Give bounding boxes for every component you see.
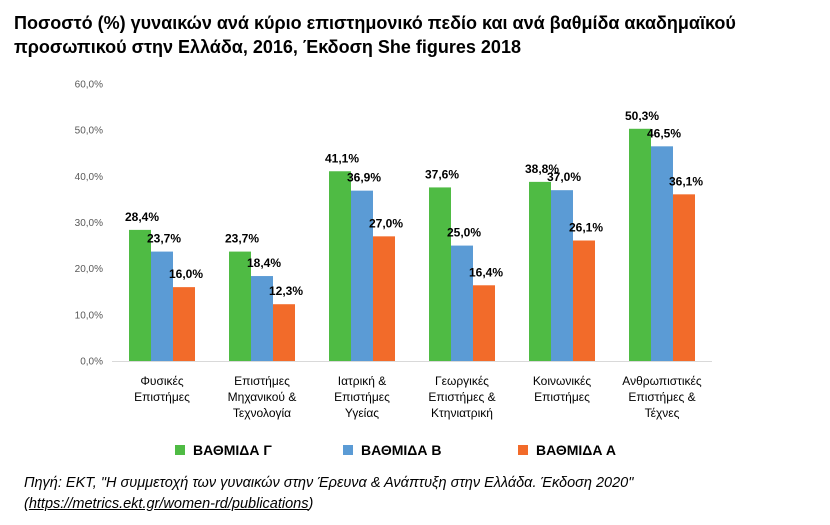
- category-label: Υγείας: [345, 406, 379, 420]
- bar: [351, 190, 373, 361]
- source-close-paren: ): [308, 496, 314, 512]
- bar: [273, 304, 295, 361]
- source-link[interactable]: https://metrics.ekt.gr/women-rd/publicat…: [28, 496, 309, 512]
- category-label: Επιστήμες: [134, 390, 190, 404]
- bar: [473, 285, 495, 361]
- source-note: Πηγή: ΕΚΤ, "Η συμμετοχή των γυναικών στη…: [24, 473, 814, 515]
- category-label: Κοινωνικές: [533, 374, 592, 388]
- data-label: 46,5%: [647, 126, 681, 140]
- bar: [329, 171, 351, 361]
- bar: [229, 251, 251, 361]
- data-label: 41,1%: [325, 151, 359, 165]
- source-open-paren: (: [24, 496, 29, 512]
- legend-swatch: [343, 445, 353, 455]
- data-label: 23,7%: [225, 232, 259, 246]
- data-label: 16,0%: [169, 267, 203, 281]
- category-label: Τεχνολογία: [233, 406, 291, 420]
- bar: [251, 276, 273, 361]
- data-label: 23,7%: [147, 232, 181, 246]
- data-label: 12,3%: [269, 284, 303, 298]
- data-label: 26,1%: [569, 221, 603, 235]
- bar: [151, 251, 173, 361]
- data-label: 28,4%: [125, 210, 159, 224]
- category-label: Φυσικές: [140, 374, 184, 388]
- legend-swatch: [518, 445, 528, 455]
- y-tick-label: 50,0%: [75, 126, 103, 137]
- y-tick-label: 30,0%: [75, 218, 103, 229]
- y-tick-label: 20,0%: [75, 264, 103, 275]
- bar-chart: 0,0% 10,0% 20,0% 30,0% 40,0% 50,0% 60,0% 28,4% 2…: [75, 80, 712, 458]
- category-label: Επιστήμες &: [628, 390, 695, 404]
- bar: [651, 146, 673, 361]
- category-label: Κτηνιατρική: [431, 406, 493, 420]
- bar: [673, 194, 695, 361]
- y-tick-label: 40,0%: [75, 172, 103, 183]
- category-label: Γεωργικές: [435, 374, 489, 388]
- category-label: Επιστήμες: [534, 390, 590, 404]
- data-label: 16,4%: [469, 265, 503, 279]
- bar: [573, 240, 595, 361]
- legend-swatch: [175, 445, 185, 455]
- chart-title-line-2: προσωπικού στην Ελλάδα, 2016, Έκδοση She…: [14, 37, 521, 57]
- data-label: 36,1%: [669, 174, 703, 188]
- source-link-line: (https://metrics.ekt.gr/women-rd/publica…: [24, 494, 814, 515]
- bar: [173, 287, 195, 361]
- category-label: Ανθρωπιστικές: [622, 374, 702, 388]
- data-label: 37,6%: [425, 167, 459, 181]
- chart-title: Ποσοστό (%) γυναικών ανά κύριο επιστημον…: [14, 11, 819, 59]
- data-label: 37,0%: [547, 170, 581, 184]
- y-tick-label: 60,0%: [75, 80, 103, 91]
- category-label: Μηχανικού &: [228, 390, 297, 404]
- legend-label: ΒΑΘΜΙΔΑ Β: [361, 442, 441, 458]
- bar: [529, 181, 551, 361]
- bar: [551, 190, 573, 361]
- data-label: 50,3%: [625, 109, 659, 123]
- bar: [129, 229, 151, 361]
- data-label: 25,0%: [447, 226, 481, 240]
- y-tick-label: 0,0%: [80, 357, 103, 368]
- bar: [373, 236, 395, 361]
- category-label: Επιστήμες &: [428, 390, 495, 404]
- data-label: 27,0%: [369, 216, 403, 230]
- category-label: Επιστήμες: [234, 374, 290, 388]
- source-text: Πηγή: ΕΚΤ, "Η συμμετοχή των γυναικών στη…: [24, 475, 634, 491]
- data-label: 18,4%: [247, 256, 281, 270]
- y-tick-label: 10,0%: [75, 310, 103, 321]
- legend-label: ΒΑΘΜΙΔΑ Γ: [193, 442, 272, 458]
- data-label: 38,8%: [525, 162, 559, 176]
- category-label: Ιατρική &: [338, 374, 387, 388]
- bar: [451, 245, 473, 361]
- chart-title-line-1: Ποσοστό (%) γυναικών ανά κύριο επιστημον…: [14, 13, 736, 33]
- category-label: Τέχνες: [645, 406, 680, 420]
- data-label: 36,9%: [347, 171, 381, 185]
- legend-label: ΒΑΘΜΙΔΑ Α: [536, 442, 616, 458]
- bar: [429, 187, 451, 361]
- category-label: Επιστήμες: [334, 390, 390, 404]
- bar: [629, 128, 651, 361]
